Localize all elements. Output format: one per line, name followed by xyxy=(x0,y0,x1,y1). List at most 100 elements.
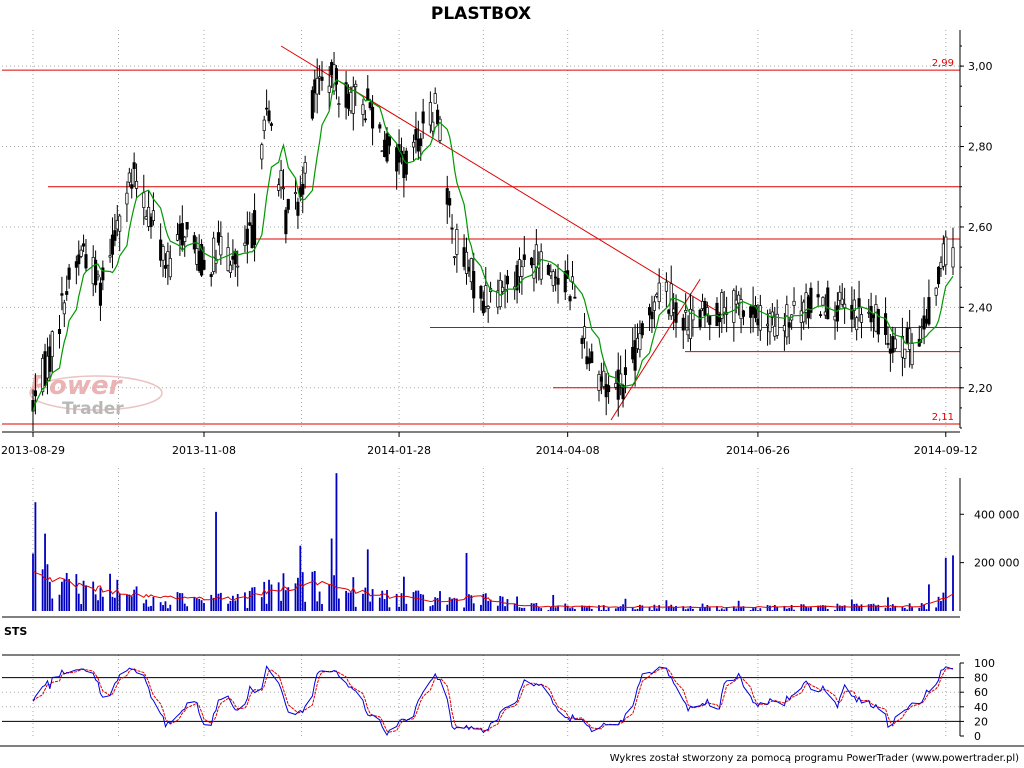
candle-body xyxy=(301,183,305,195)
volume-bar xyxy=(521,607,523,611)
volume-bar xyxy=(566,605,569,611)
candle-body xyxy=(888,348,892,354)
volume-bar xyxy=(704,606,706,611)
volume-bar xyxy=(381,590,384,611)
price-moving-average xyxy=(32,78,954,412)
candle-body xyxy=(248,222,252,226)
candle-body xyxy=(94,259,98,286)
volume-bar xyxy=(453,597,456,611)
candle-body xyxy=(320,76,324,81)
volume-bar xyxy=(282,573,285,611)
volume-bar xyxy=(480,604,482,611)
volume-bar xyxy=(788,607,791,611)
candle-body xyxy=(118,215,122,232)
volume-bar xyxy=(366,549,369,611)
volume-bar xyxy=(297,577,299,611)
candle-body xyxy=(840,298,844,305)
candle-body xyxy=(50,331,54,357)
volume-bar xyxy=(843,605,846,611)
volume-bar xyxy=(682,606,685,611)
candle-body xyxy=(433,93,437,104)
volume-bar xyxy=(723,609,726,611)
candle-body xyxy=(65,291,69,295)
volume-axis: 200 000 400 000 xyxy=(2,478,1020,618)
volume-bar xyxy=(92,581,95,611)
volume-bar xyxy=(617,606,620,611)
candle-body xyxy=(529,257,534,266)
candle-body xyxy=(452,256,457,259)
candle-body xyxy=(486,306,490,309)
candle-body xyxy=(159,239,163,261)
volume-bar xyxy=(97,600,99,611)
volume-tick-label: 200 000 xyxy=(974,557,1020,570)
volume-bar xyxy=(304,601,307,611)
candle-body xyxy=(96,274,100,278)
volume-bar xyxy=(716,606,718,611)
candle-body xyxy=(619,373,623,386)
volume-tick-label: 400 000 xyxy=(974,508,1020,521)
volume-bar xyxy=(518,607,521,611)
volume-bar xyxy=(142,603,145,611)
candle-body xyxy=(445,188,449,205)
date-tick-label: 2013-08-29 xyxy=(1,444,65,457)
candle-body xyxy=(867,311,871,314)
volume-bar xyxy=(164,601,167,611)
volume-bar xyxy=(911,607,913,611)
candle-body xyxy=(351,86,355,114)
candle-body xyxy=(62,302,66,315)
volume-bar xyxy=(802,604,805,611)
candle-body xyxy=(826,287,830,320)
candle-body xyxy=(144,216,148,220)
candle-body xyxy=(908,328,912,350)
candle-body xyxy=(419,138,423,146)
candle-body xyxy=(115,220,119,230)
volume-bar xyxy=(77,593,80,611)
volume-bar xyxy=(605,609,608,611)
candle-body xyxy=(84,254,88,269)
volume-bar xyxy=(889,607,892,611)
volume-bar xyxy=(689,606,692,611)
candle-body xyxy=(638,333,642,350)
volume-bar xyxy=(378,597,381,611)
volume-bar xyxy=(571,607,574,611)
volume-bar xyxy=(236,593,239,611)
volume-bar xyxy=(887,597,889,611)
candle-body xyxy=(893,338,897,349)
volume-bar xyxy=(82,580,85,611)
candle-body xyxy=(245,228,249,245)
volume-bar xyxy=(301,572,304,611)
volume-bar xyxy=(805,606,807,611)
candle-body xyxy=(891,336,895,353)
candle-body xyxy=(631,346,635,360)
sts-panel-label: STS xyxy=(4,625,27,638)
candle-body xyxy=(82,243,86,247)
candle-body xyxy=(113,230,117,241)
candle-body xyxy=(45,355,50,379)
candle-body xyxy=(809,287,813,313)
volume-bar xyxy=(855,603,858,611)
candle-body xyxy=(260,144,264,160)
candle-body xyxy=(823,311,827,316)
candle-body xyxy=(310,90,314,119)
volume-bar xyxy=(227,603,229,611)
volume-bar xyxy=(116,579,119,611)
candle-body xyxy=(183,236,187,242)
candle-body xyxy=(936,266,941,285)
candle-body xyxy=(151,210,155,221)
candle-body xyxy=(602,370,606,387)
volume-bar xyxy=(533,603,535,611)
volume-bar xyxy=(333,575,335,611)
candle-body xyxy=(522,254,526,260)
candle-body xyxy=(515,265,519,291)
candle-body xyxy=(739,299,743,320)
volume-bar xyxy=(482,593,485,611)
candle-body xyxy=(265,107,269,110)
candle-body xyxy=(209,274,213,277)
volume-bar xyxy=(215,511,217,611)
candle-body xyxy=(462,247,466,267)
candle-body xyxy=(563,271,567,293)
price-axis: 2,20 2,40 2,60 2,80 3,00 xyxy=(2,30,993,433)
volume-bar xyxy=(412,592,415,611)
volume-bar xyxy=(564,603,567,611)
candle-body xyxy=(161,246,165,261)
